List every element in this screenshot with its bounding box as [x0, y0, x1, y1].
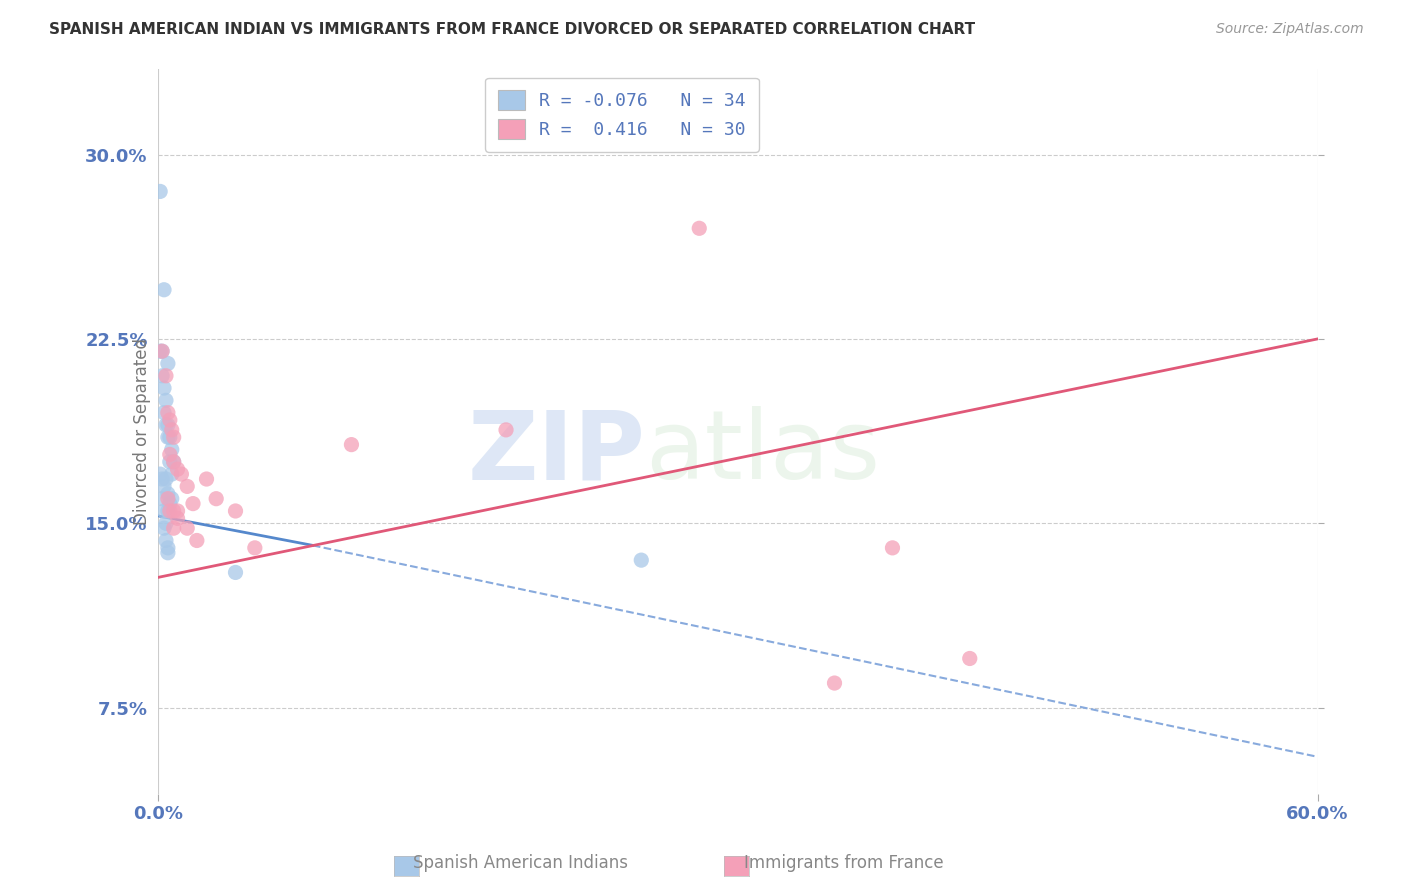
Point [195, 472, 218, 486]
Point [149, 344, 172, 359]
Point [176, 479, 198, 493]
Point [159, 504, 181, 518]
Point [159, 413, 181, 427]
Point [149, 185, 172, 199]
Point [159, 455, 181, 469]
Point [150, 368, 173, 383]
Point [155, 368, 177, 383]
Text: Immigrants from France: Immigrants from France [744, 855, 943, 872]
Point [159, 497, 181, 511]
Point [170, 467, 193, 482]
Point [160, 423, 183, 437]
Point [153, 479, 176, 493]
Point [160, 467, 183, 482]
Point [495, 423, 517, 437]
Point [166, 462, 188, 476]
Point [181, 497, 204, 511]
Point [186, 533, 208, 548]
Point [163, 455, 186, 469]
Point [959, 651, 981, 665]
Point [153, 521, 176, 535]
Point [156, 417, 179, 432]
Point [150, 344, 173, 359]
Point [159, 430, 181, 444]
Point [156, 541, 179, 555]
Point [159, 447, 181, 461]
Point [156, 406, 179, 420]
Point [243, 541, 266, 555]
Point [150, 491, 173, 506]
Point [688, 221, 710, 235]
Point [150, 344, 173, 359]
Text: Spanish American Indians: Spanish American Indians [413, 855, 627, 872]
Point [225, 504, 247, 518]
Text: SPANISH AMERICAN INDIAN VS IMMIGRANTS FROM FRANCE DIVORCED OR SEPARATED CORRELAT: SPANISH AMERICAN INDIAN VS IMMIGRANTS FR… [49, 22, 976, 37]
Point [156, 430, 179, 444]
Point [160, 442, 183, 457]
Text: Source: ZipAtlas.com: Source: ZipAtlas.com [1216, 22, 1364, 37]
Point [156, 546, 179, 560]
Point [340, 437, 363, 451]
Point [163, 430, 186, 444]
Point [225, 566, 247, 580]
Point [160, 491, 183, 506]
Point [156, 487, 179, 501]
Point [155, 516, 177, 531]
Point [156, 491, 179, 506]
Point [163, 455, 186, 469]
Point [155, 533, 177, 548]
Point [166, 504, 188, 518]
Point [149, 467, 172, 482]
Point [882, 541, 904, 555]
Legend: R = -0.076   N = 34, R =  0.416   N = 30: R = -0.076 N = 34, R = 0.416 N = 30 [485, 78, 759, 152]
Point [156, 504, 179, 518]
Point [176, 521, 198, 535]
Point [153, 406, 176, 420]
Point [205, 491, 228, 506]
Point [163, 521, 186, 535]
Point [153, 381, 176, 395]
Point [630, 553, 652, 567]
Point [153, 283, 176, 297]
Point [153, 504, 176, 518]
Y-axis label: Divorced or Separated: Divorced or Separated [134, 337, 152, 524]
Point [156, 357, 179, 371]
Point [163, 504, 186, 518]
Point [155, 417, 177, 432]
Point [155, 393, 177, 408]
Point [824, 676, 846, 690]
Text: atlas: atlas [645, 407, 880, 500]
Point [166, 511, 188, 525]
Point [155, 472, 177, 486]
Point [150, 472, 173, 486]
Text: ZIP: ZIP [467, 407, 645, 500]
